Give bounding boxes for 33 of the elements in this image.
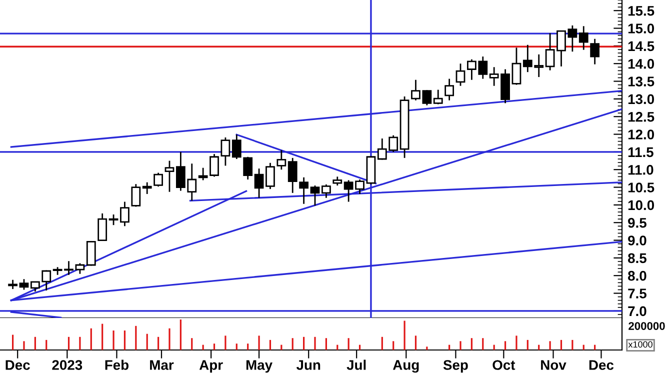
text: 200000 [628, 322, 665, 330]
x-tick-label: Mar [150, 360, 174, 370]
x-tick-label: 2023 [52, 360, 82, 370]
x-tick-label: Aug [392, 360, 419, 373]
y-tick-label: 11.0 [628, 164, 654, 175]
y-tick-label: 13.5 [628, 76, 654, 86]
x-tick-label: Jul [346, 360, 366, 370]
y-tick-label: 7.5 [628, 288, 646, 298]
x-tick-label: Dec [589, 360, 614, 370]
y-tick-label: 9.5 [628, 218, 646, 228]
y-tick-label: 15.0 [628, 24, 654, 34]
x-tick-label: Dec [6, 360, 30, 370]
y-tick-label: 10.5 [628, 182, 654, 192]
y-tick-label: 10.0 [628, 200, 654, 210]
x-tick-label: May [246, 360, 272, 373]
y-tick-label: 12.0 [628, 130, 654, 140]
text: x1000 [628, 341, 652, 348]
x-tick-label: Jun [296, 360, 320, 370]
y-tick-label: 8.0 [628, 270, 646, 281]
y-tick-label: 11.5 [628, 147, 654, 158]
x-tick-label: Apr [199, 360, 223, 373]
y-tick-label: 12.5 [628, 112, 654, 122]
y-tick-label: 14.0 [628, 58, 654, 69]
y-tick-label: 9.0 [628, 236, 646, 246]
x-tick-label: Oct [492, 360, 516, 370]
y-tick-label: 13.0 [628, 94, 654, 104]
y-tick-label: 8.5 [628, 253, 646, 264]
x-tick-label: Nov [541, 360, 566, 370]
y-tick-label: 15.5 [628, 6, 654, 16]
y-tick-label: 7.0 [628, 306, 646, 316]
x-tick-label: Feb [105, 360, 129, 370]
y-tick-label: 14.5 [628, 41, 654, 52]
x-tick-label: Sep [443, 360, 468, 373]
